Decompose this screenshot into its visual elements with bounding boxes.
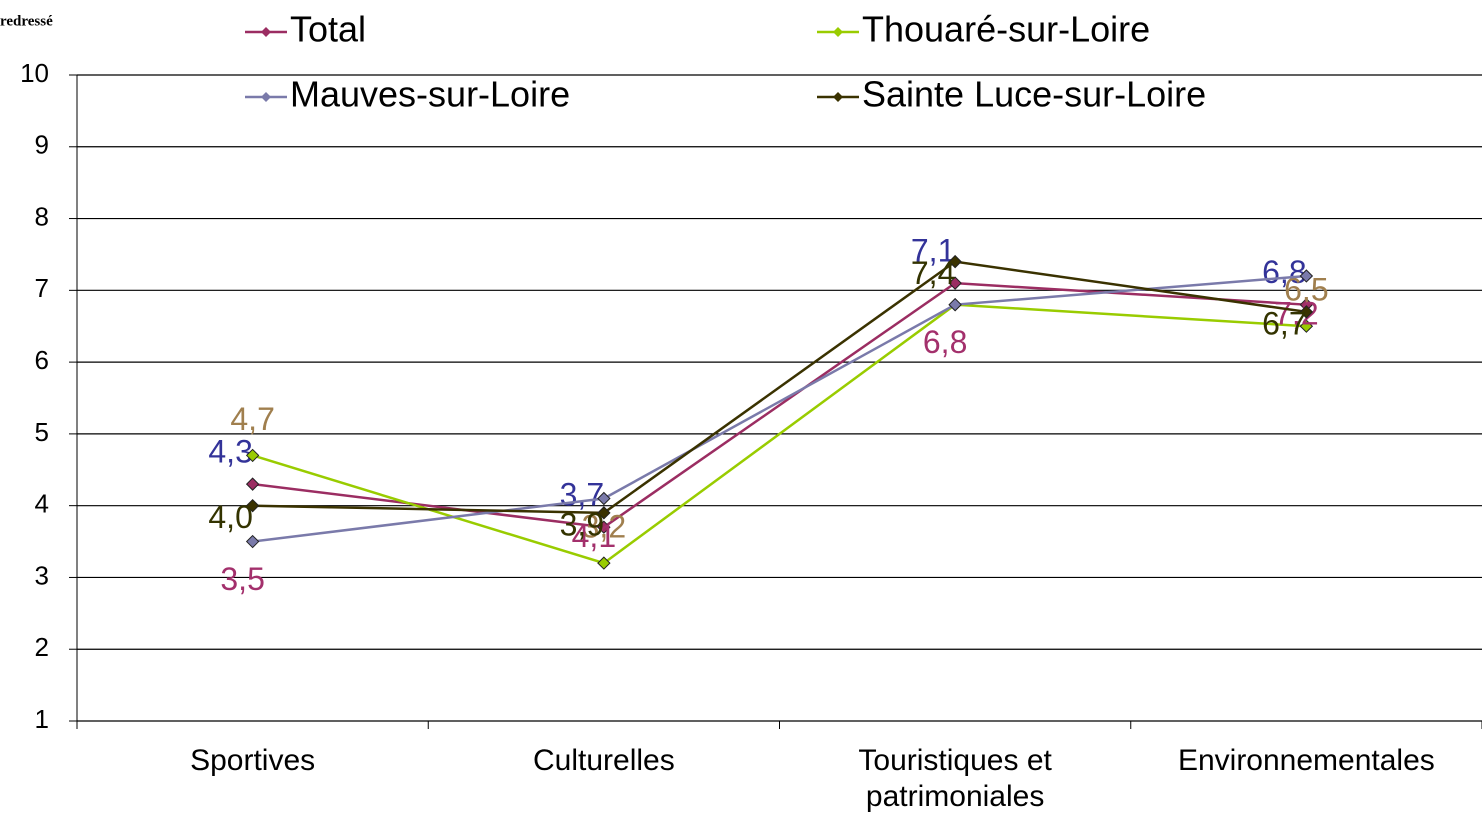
data-label: 6,7: [1262, 305, 1306, 341]
y-tick-label: 2: [35, 632, 49, 662]
marker: [948, 297, 962, 312]
legend-marker: [261, 92, 271, 102]
y-tick-label: 3: [35, 560, 49, 590]
data-label: 3,9: [560, 506, 604, 542]
data-label: 4,1: [572, 518, 616, 554]
legend-label: Total: [290, 9, 366, 50]
x-tick-label: Sportives: [190, 744, 316, 777]
marker: [245, 477, 260, 491]
data-label: 7,4: [911, 255, 955, 291]
marker: [1299, 269, 1314, 283]
marker: [245, 498, 260, 513]
x-tick-label: Culturelles: [533, 744, 675, 777]
marker: [948, 276, 962, 290]
y-tick-label: 10: [20, 58, 49, 88]
data-label: 3,7: [560, 477, 604, 513]
marker: [1299, 319, 1314, 333]
marker: [597, 506, 611, 520]
series-line: [252, 281, 1307, 529]
legend-label: Thouaré-sur-Loire: [862, 9, 1150, 50]
legend-label: Sainte Luce-sur-Loire: [862, 74, 1206, 115]
data-label: 4,0: [208, 499, 252, 535]
y-tick-label: 1: [35, 704, 49, 734]
marker: [948, 254, 962, 269]
x-tick-label: Environnementales: [1177, 744, 1435, 777]
y-tick-label: 9: [35, 130, 49, 160]
y-tick-label: 5: [35, 417, 49, 447]
y-tick-label: 8: [35, 201, 49, 231]
series-line: [252, 274, 1307, 543]
x-tick-label: Touristiques et patrimoniales: [858, 744, 1052, 813]
y-tick-label: 6: [35, 345, 49, 375]
marker: [1299, 305, 1314, 319]
data-label: 4,7: [230, 401, 274, 437]
data-label: 4,3: [208, 434, 252, 470]
data-label: 6,8: [1262, 254, 1306, 290]
y-tick-label: 7: [35, 273, 49, 303]
legend-marker: [261, 27, 271, 37]
y-label: redressé: [0, 13, 53, 29]
y-tick-label: 4: [35, 489, 49, 519]
data-label: 3,5: [220, 561, 264, 597]
legend-marker: [833, 27, 843, 37]
marker: [245, 448, 260, 463]
marker: [245, 534, 260, 549]
data-label: 7,1: [911, 233, 955, 269]
series-line: [252, 260, 1307, 515]
legend-marker: [833, 92, 843, 102]
marker: [597, 491, 611, 506]
legend-label: Mauves-sur-Loire: [290, 74, 570, 115]
data-label: 6,8: [923, 324, 967, 360]
marker: [597, 556, 611, 570]
marker: [597, 520, 611, 534]
